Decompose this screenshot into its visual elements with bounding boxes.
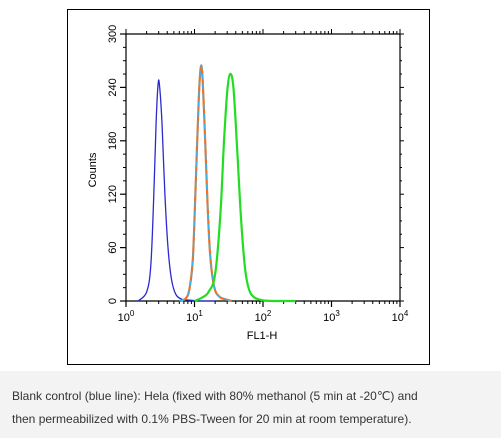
series-green-line [194, 72, 296, 303]
caption-line-1: Blank control (blue line): Hela (fixed w… [12, 389, 418, 403]
flow-histogram-chart: 100 101 102 103 104 0 60 120 180 240 300 FL1-H Cou… [87, 25, 409, 342]
axes [120, 29, 404, 307]
y-tick-label: 60 [107, 241, 119, 253]
y-tick-label: 0 [107, 298, 119, 304]
y-axis-label: Counts [87, 152, 99, 187]
x-tick-label: 102 [255, 309, 272, 324]
y-tick-label: 240 [107, 78, 119, 96]
series-orange-line [178, 64, 233, 303]
y-tick-label: 120 [107, 185, 119, 203]
y-tick-label: 180 [107, 132, 119, 150]
y-tick-label: 300 [107, 25, 119, 43]
x-tick-label: 100 [118, 309, 135, 324]
x-tick-label: 103 [323, 309, 340, 324]
series-layer [137, 64, 296, 303]
tick-labels: 100 101 102 103 104 0 60 120 180 240 300 [107, 25, 409, 324]
series-lightblue-dashed-line [179, 64, 233, 302]
chart-panel [67, 9, 430, 365]
x-axis-label: FL1-H [247, 330, 278, 342]
x-tick-label: 101 [186, 309, 203, 324]
caption-panel: Blank control (blue line): Hela (fixed w… [0, 371, 501, 438]
x-tick-label: 104 [392, 309, 409, 324]
caption-line-2: then permeabilized with 0.1% PBS-Tween f… [12, 412, 412, 426]
